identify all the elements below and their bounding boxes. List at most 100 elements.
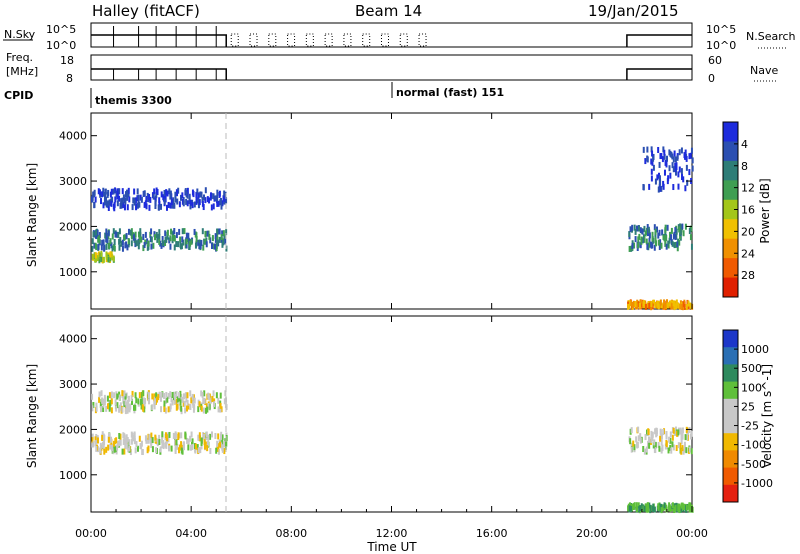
echo-cell bbox=[672, 444, 675, 451]
echo-cell bbox=[661, 156, 664, 163]
echo-cell bbox=[209, 237, 212, 244]
echo-cell bbox=[104, 188, 107, 195]
y-tick-label: 1000 bbox=[59, 266, 87, 279]
echo-cell bbox=[118, 228, 121, 235]
echo-cell bbox=[650, 175, 653, 182]
echo-cell bbox=[186, 405, 189, 412]
echo-cell bbox=[652, 442, 655, 449]
echo-cell bbox=[96, 437, 99, 444]
echo-cell bbox=[659, 428, 662, 435]
echo-cell bbox=[676, 245, 679, 252]
echo-cell bbox=[668, 436, 671, 443]
colorbar-swatch bbox=[723, 433, 738, 451]
power-echoes bbox=[91, 146, 694, 311]
echo-cell bbox=[180, 243, 183, 250]
echo-cell bbox=[111, 196, 114, 203]
echo-cell bbox=[221, 438, 224, 445]
echo-cell bbox=[646, 302, 649, 309]
echo-cell bbox=[642, 299, 645, 306]
echo-cell bbox=[673, 503, 676, 510]
echo-cell bbox=[680, 448, 683, 455]
echo-cell bbox=[133, 438, 136, 445]
echo-cell bbox=[685, 504, 688, 511]
echo-cell bbox=[664, 302, 667, 309]
echo-cell bbox=[682, 301, 685, 308]
echo-cell bbox=[167, 406, 170, 413]
cpid-label: CPID bbox=[4, 89, 33, 102]
echo-cell bbox=[130, 240, 133, 247]
echo-cell bbox=[182, 442, 185, 449]
echo-cell bbox=[108, 399, 111, 406]
echo-cell bbox=[672, 300, 675, 307]
echo-cell bbox=[98, 391, 101, 398]
colorbar-swatch bbox=[723, 398, 738, 417]
echo-cell bbox=[684, 149, 687, 156]
echo-cell bbox=[144, 231, 147, 238]
echo-cell bbox=[675, 228, 678, 235]
echo-cell bbox=[121, 245, 124, 252]
echo-cell bbox=[100, 250, 103, 257]
echo-cell bbox=[654, 228, 657, 235]
echo-cell bbox=[220, 442, 223, 449]
echo-cell bbox=[658, 445, 661, 452]
echo-cell bbox=[643, 225, 646, 232]
echo-cell bbox=[111, 245, 114, 252]
echo-cell bbox=[630, 446, 633, 453]
echo-cell bbox=[105, 405, 108, 412]
echo-cell bbox=[175, 391, 178, 398]
echo-cell bbox=[639, 227, 642, 234]
echo-cell bbox=[648, 502, 651, 509]
nsearch-box bbox=[380, 33, 389, 47]
echo-cell bbox=[643, 236, 646, 243]
echo-cell bbox=[98, 257, 101, 264]
echo-cell bbox=[140, 196, 143, 203]
echo-cell bbox=[674, 156, 677, 163]
echo-cell bbox=[660, 433, 663, 440]
echo-cell bbox=[214, 195, 217, 202]
echo-cell bbox=[142, 190, 145, 197]
echo-cell bbox=[124, 191, 127, 198]
echo-cell bbox=[682, 503, 685, 510]
echo-cell bbox=[92, 231, 95, 238]
echo-cell bbox=[216, 200, 219, 207]
echo-cell bbox=[142, 233, 145, 240]
echo-cell bbox=[639, 242, 642, 249]
echo-cell bbox=[101, 191, 104, 198]
echo-cell bbox=[126, 443, 129, 450]
echo-cell bbox=[184, 392, 187, 399]
echo-cell bbox=[121, 188, 124, 195]
echo-cell bbox=[219, 441, 222, 448]
y-tick-label: 1000 bbox=[59, 469, 87, 482]
echo-cell bbox=[114, 187, 117, 194]
echo-cell bbox=[648, 302, 651, 309]
echo-cell bbox=[174, 439, 177, 446]
echo-cell bbox=[140, 440, 143, 447]
echo-cell bbox=[221, 446, 224, 453]
echo-cell bbox=[657, 503, 660, 510]
echo-cell bbox=[650, 146, 653, 153]
echo-cell bbox=[187, 444, 190, 451]
echo-cell bbox=[107, 432, 110, 439]
colorbar-swatch bbox=[723, 238, 738, 259]
echo-cell bbox=[106, 191, 109, 198]
echo-cell bbox=[638, 233, 641, 240]
echo-cell bbox=[671, 303, 674, 310]
echo-cell bbox=[99, 447, 102, 454]
echo-cell bbox=[669, 437, 672, 444]
echo-cell bbox=[137, 398, 140, 405]
echo-cell bbox=[97, 236, 100, 243]
freq-trace bbox=[91, 68, 692, 81]
echo-cell bbox=[187, 232, 190, 239]
echo-cell bbox=[183, 400, 186, 407]
echo-cell bbox=[683, 441, 686, 448]
echo-cell bbox=[131, 398, 134, 405]
colorbar-frame bbox=[722, 329, 739, 503]
echo-cell bbox=[199, 191, 202, 198]
echo-cell bbox=[91, 405, 94, 412]
echo-cell bbox=[135, 440, 138, 447]
echo-cell bbox=[171, 399, 174, 406]
echo-cell bbox=[96, 255, 99, 262]
echo-cell bbox=[637, 435, 640, 442]
echo-cell bbox=[94, 196, 97, 203]
cpid-entry-2: normal (fast) 151 bbox=[396, 86, 504, 99]
